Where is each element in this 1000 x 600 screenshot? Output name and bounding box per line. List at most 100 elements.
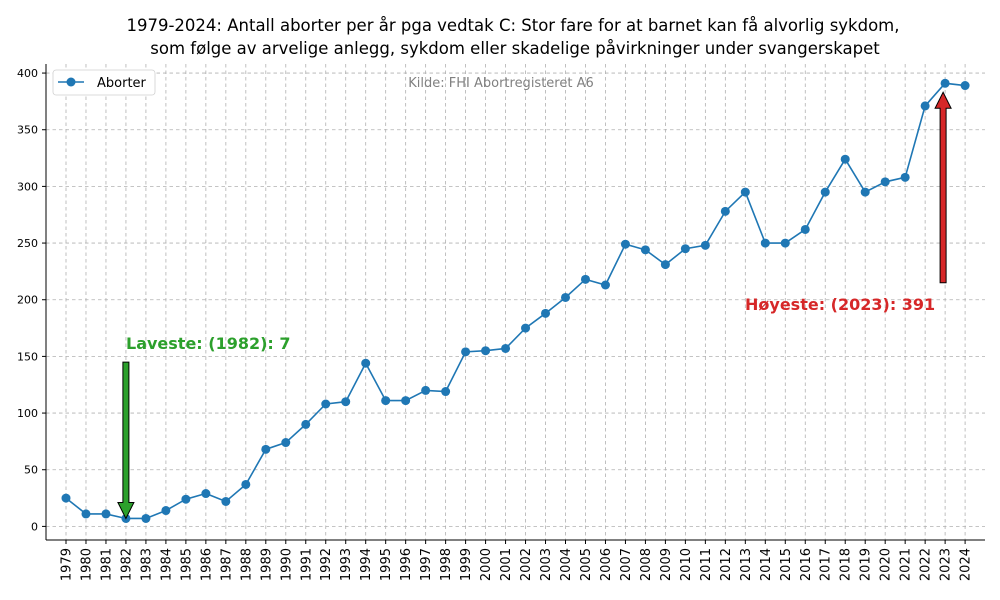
legend[interactable]: Aborter: [52, 69, 156, 96]
y-tick-label: 350: [17, 124, 38, 137]
data-point: [301, 419, 311, 429]
data-point: [541, 308, 551, 318]
data-point: [461, 347, 471, 357]
x-tick-label: 1995: [379, 548, 394, 581]
data-point: [341, 397, 351, 407]
data-point: [580, 274, 590, 284]
y-tick-label: 50: [24, 464, 38, 477]
x-tick-label: 1992: [319, 548, 334, 581]
chart-title-line-2: som følge av arvelige anlegg, sykdom ell…: [150, 39, 880, 58]
data-point: [640, 245, 650, 255]
data-point: [860, 187, 870, 197]
x-tick-label: 1985: [179, 548, 194, 581]
x-tick-label: 2005: [579, 548, 594, 581]
x-tick-label: 1998: [439, 548, 454, 581]
data-point: [940, 78, 950, 88]
grid: [46, 64, 985, 540]
y-tick-label: 100: [17, 407, 38, 420]
data-point: [561, 292, 570, 302]
x-tick-label: 1983: [139, 548, 154, 581]
data-point: [620, 239, 630, 249]
data-point: [740, 187, 750, 197]
x-tick-label: 2011: [699, 548, 714, 581]
x-tick-label: 2024: [959, 548, 974, 581]
x-tick-label: 2016: [799, 548, 814, 581]
series-line: [65, 82, 966, 520]
x-tick-label: 2010: [679, 548, 694, 581]
data-point: [820, 187, 830, 197]
data-point: [441, 387, 451, 397]
y-tick-label: 300: [17, 180, 38, 193]
x-tick-label: 2019: [859, 548, 874, 581]
x-tick-label: 1979: [60, 548, 75, 581]
y-tick-label: 0: [31, 520, 38, 533]
x-tick-label: 1984: [159, 548, 174, 581]
x-tick-label: 2020: [879, 548, 894, 581]
x-tick-label: 2023: [939, 548, 954, 581]
data-point: [141, 513, 151, 523]
x-tick-label: 1997: [419, 548, 434, 581]
annotation-high: Høyeste: (2023): 391: [745, 91, 952, 314]
data-point: [381, 396, 391, 406]
x-tick-label: 1999: [459, 548, 474, 581]
data-point: [61, 493, 71, 503]
x-tick-label: 1982: [119, 548, 134, 581]
data-point: [680, 244, 690, 254]
data-point: [161, 506, 171, 516]
x-tick-label: 1989: [259, 548, 274, 581]
x-tick-label: 2022: [919, 548, 934, 581]
data-point: [720, 206, 730, 216]
y-axis-ticks: 0 50 100 150 200 250 300 350 400: [17, 67, 46, 533]
low-annotation-label: Laveste: (1982): 7: [126, 334, 291, 353]
data-point: [840, 154, 850, 164]
legend-marker-swatch: [66, 77, 76, 87]
x-tick-label: 1991: [299, 548, 314, 581]
x-tick-label: 1996: [399, 548, 414, 581]
x-tick-label: 2001: [499, 548, 514, 581]
data-point: [281, 438, 291, 448]
data-point: [700, 240, 710, 250]
x-tick-label: 2004: [559, 548, 574, 581]
data-point: [241, 479, 251, 489]
x-tick-label: 1986: [199, 548, 214, 581]
x-tick-label: 2021: [899, 548, 914, 581]
x-axis-ticks: 1979 1980 1981 1982 1983 1984 1985 1986 1987 1988…: [60, 540, 974, 581]
y-tick-label: 150: [17, 350, 38, 363]
series-aborter: [61, 78, 970, 523]
data-point: [101, 509, 111, 519]
data-point: [660, 260, 670, 270]
data-point: [221, 496, 231, 506]
legend-box: [52, 69, 156, 96]
x-tick-label: 2015: [779, 548, 794, 581]
x-tick-label: 1990: [279, 548, 294, 581]
x-tick-label: 2000: [479, 548, 494, 581]
x-tick-label: 2012: [719, 548, 734, 581]
x-tick-label: 2013: [739, 548, 754, 581]
x-tick-label: 2008: [639, 548, 654, 581]
data-point: [780, 238, 790, 248]
data-point: [521, 323, 531, 333]
data-point: [181, 494, 191, 504]
x-tick-label: 2014: [759, 548, 774, 581]
data-point: [201, 489, 211, 499]
y-tick-label: 200: [17, 294, 38, 307]
data-point: [401, 396, 411, 406]
x-tick-label: 2017: [819, 548, 834, 581]
x-tick-label: 1987: [219, 548, 234, 581]
data-point: [600, 280, 610, 290]
x-tick-label: 2007: [619, 548, 634, 581]
data-point: [960, 81, 970, 91]
high-annotation-label: Høyeste: (2023): 391: [745, 295, 935, 314]
data-point: [501, 343, 511, 353]
data-point: [421, 385, 431, 395]
x-tick-label: 2018: [839, 548, 854, 581]
data-point: [920, 101, 930, 111]
annotation-low: Laveste: (1982): 7: [117, 334, 291, 520]
data-point: [361, 358, 371, 368]
data-point: [261, 444, 271, 454]
high-arrow-icon: [934, 91, 952, 284]
data-point: [900, 172, 910, 182]
chart-title-line-1: 1979-2024: Antall aborter per år pga ved…: [126, 16, 899, 35]
legend-label-aborter: Aborter: [97, 76, 147, 91]
